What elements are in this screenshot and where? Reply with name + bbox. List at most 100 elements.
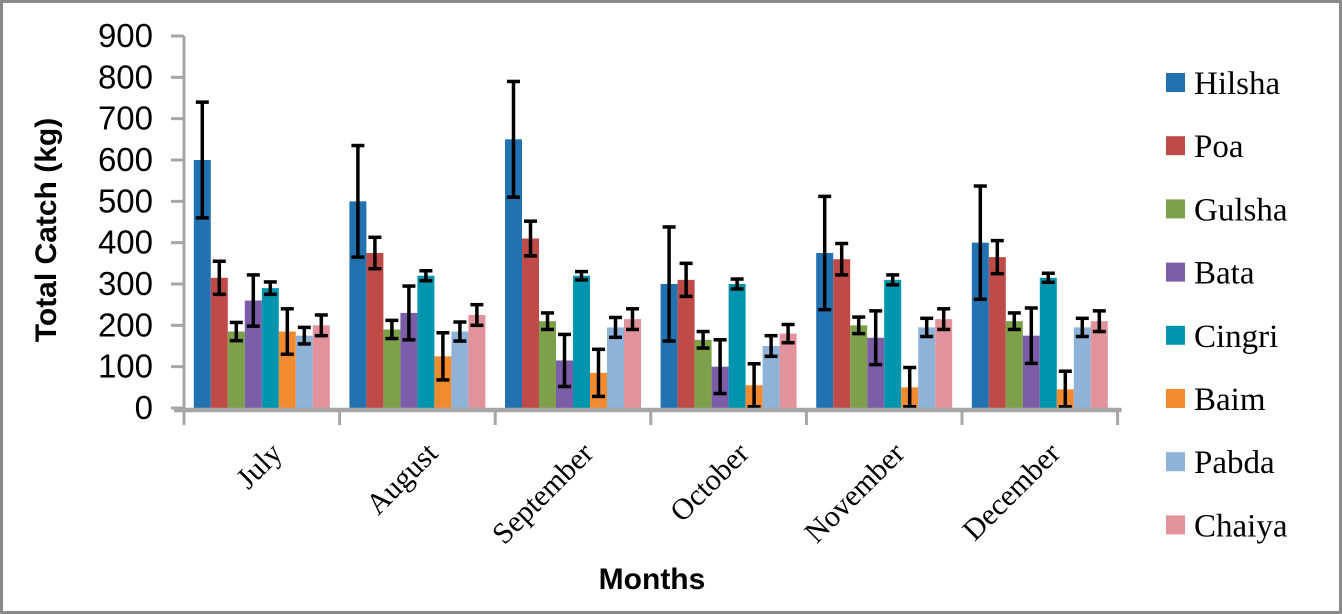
- bar-poa-august: [366, 253, 384, 408]
- error-bar-cingri-november: [886, 273, 900, 287]
- bar-bata-august: [400, 312, 418, 408]
- error-bar-pabda-july: [297, 325, 311, 346]
- legend-label-chaiya: Chaiya: [1194, 508, 1288, 544]
- bar-cingri-november: [884, 279, 902, 408]
- error-bar-baim-august: [436, 331, 450, 382]
- bar-poa-july: [210, 277, 228, 408]
- bar-pabda-july: [295, 335, 313, 408]
- error-bar-chaiya-december: [1092, 309, 1106, 334]
- error-bar-baim-december: [1058, 369, 1072, 409]
- error-bar-hilsha-november: [818, 194, 832, 312]
- legend-item-baim: Baim: [1166, 382, 1266, 418]
- bar-pabda-october: [762, 346, 780, 408]
- error-bar-baim-september: [592, 347, 605, 399]
- error-bar-baim-july: [280, 307, 294, 357]
- y-tick-label: 700: [98, 100, 153, 137]
- error-bar-poa-december: [990, 238, 1004, 276]
- legend-item-chaiya: Chaiya: [1166, 508, 1288, 544]
- y-tick-label: 900: [98, 17, 153, 54]
- bar-chaiya-december: [1090, 321, 1108, 408]
- error-bar-hilsha-october: [662, 225, 676, 343]
- error-bar-bata-november: [869, 309, 883, 367]
- bar-hilsha-october: [660, 284, 678, 408]
- bar-chaiya-september: [624, 319, 641, 408]
- legend-swatch-pabda: [1166, 452, 1185, 472]
- error-bar-chaiya-october: [781, 322, 795, 345]
- error-bar-pabda-august: [453, 320, 467, 343]
- error-bar-poa-november: [835, 241, 849, 277]
- legend-item-bata: Bata: [1166, 256, 1255, 292]
- y-tick-label: 0: [135, 389, 153, 426]
- legend-item-hilsha: Hilsha: [1166, 66, 1281, 102]
- y-axis-title: Total Catch (kg): [30, 117, 63, 343]
- error-bar-pabda-november: [920, 316, 934, 339]
- legend-swatch-hilsha: [1166, 73, 1185, 92]
- error-bar-hilsha-july: [195, 100, 209, 220]
- error-bar-gulsha-august: [385, 318, 399, 341]
- x-tick-label-october: October: [664, 437, 756, 529]
- error-bar-cingri-august: [419, 269, 433, 283]
- legend-label-bata: Bata: [1194, 256, 1255, 292]
- error-bar-pabda-december: [1075, 316, 1089, 339]
- bar-gulsha-august: [383, 329, 401, 408]
- legend-swatch-chaiya: [1166, 515, 1185, 535]
- error-bar-cingri-july: [263, 280, 277, 297]
- bar-chaiya-august: [468, 315, 486, 408]
- bar-pabda-november: [918, 327, 936, 408]
- legend-swatch-gulsha: [1166, 199, 1185, 219]
- error-bar-bata-july: [246, 273, 260, 328]
- error-bar-cingri-december: [1041, 271, 1055, 285]
- error-bar-chaiya-july: [314, 313, 328, 338]
- legend-label-hilsha: Hilsha: [1194, 66, 1281, 102]
- y-tick-label: 200: [98, 306, 153, 343]
- error-bar-gulsha-december: [1007, 311, 1021, 332]
- bar-hilsha-july: [193, 160, 211, 408]
- bar-cingri-july: [261, 288, 279, 408]
- bar-baim-august: [434, 356, 452, 408]
- bar-bata-december: [1022, 335, 1040, 408]
- error-bar-chaiya-september: [626, 307, 639, 332]
- bar-gulsha-november: [850, 325, 868, 408]
- error-bar-gulsha-july: [229, 320, 243, 343]
- bar-pabda-august: [451, 331, 469, 408]
- error-bar-gulsha-october: [696, 329, 710, 350]
- error-bar-bata-october: [713, 338, 727, 396]
- error-bar-baim-october: [747, 362, 761, 409]
- error-bar-pabda-october: [764, 333, 778, 359]
- legend-label-cingri: Cingri: [1194, 319, 1278, 355]
- error-bar-baim-november: [903, 365, 917, 409]
- x-tick-label-august: August: [360, 436, 445, 521]
- bar-pabda-december: [1073, 327, 1091, 408]
- error-bar-bata-august: [402, 284, 416, 342]
- bar-cingri-august: [417, 275, 435, 408]
- bar-chaiya-july: [312, 325, 330, 408]
- legend-label-poa: Poa: [1194, 129, 1244, 165]
- bar-gulsha-december: [1005, 321, 1023, 408]
- bar-gulsha-july: [227, 331, 245, 408]
- bar-baim-july: [278, 331, 296, 408]
- error-bar-hilsha-december: [973, 184, 987, 302]
- error-bar-gulsha-september: [541, 311, 554, 332]
- legend-swatch-baim: [1166, 389, 1185, 408]
- bar-gulsha-october: [694, 339, 712, 408]
- bar-chaiya-october: [779, 333, 797, 408]
- legend-item-poa: Poa: [1166, 129, 1244, 165]
- error-bar-chaiya-august: [470, 302, 484, 328]
- error-bar-chaiya-november: [937, 307, 951, 332]
- legend-item-pabda: Pabda: [1166, 445, 1275, 481]
- x-axis-title: Months: [598, 563, 706, 596]
- bar-pabda-september: [607, 327, 624, 408]
- bar-cingri-december: [1039, 277, 1057, 408]
- bar-poa-december: [988, 257, 1006, 408]
- bar-cingri-september: [573, 275, 590, 408]
- y-tick-label: 300: [98, 265, 153, 302]
- legend-label-gulsha: Gulsha: [1194, 192, 1288, 228]
- x-tick-label-september: September: [486, 437, 600, 551]
- x-tick-label-july: July: [230, 437, 289, 496]
- legend-swatch-cingri: [1166, 325, 1185, 345]
- bar-cingri-october: [728, 284, 746, 408]
- bar-poa-october: [677, 279, 695, 408]
- y-tick-label: 600: [98, 141, 153, 178]
- error-bar-pabda-september: [609, 315, 622, 340]
- y-tick-label: 800: [98, 58, 153, 95]
